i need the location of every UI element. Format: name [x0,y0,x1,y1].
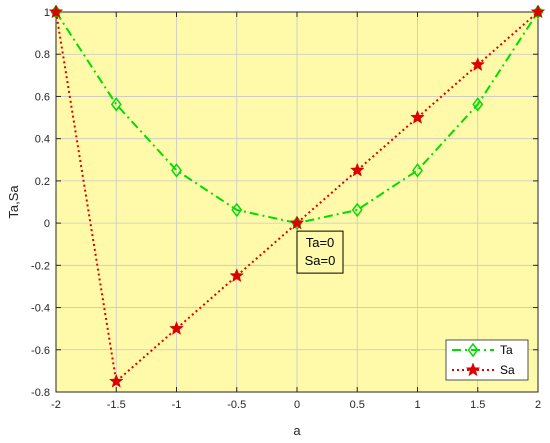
x-tick-label: 0 [294,399,300,411]
legend-label-ta: Ta [500,343,513,357]
x-tick-label: 1 [414,399,420,411]
series-line-sa [55,11,539,384]
y-tick-label: -0.2 [31,260,50,272]
data-point-sa [349,162,365,177]
data-point-sa [530,4,546,19]
data-point-sa [169,320,184,335]
data-point-sa [410,109,425,124]
annotation-frame [296,230,344,274]
x-tick-label: -1.5 [107,399,126,411]
y-tick-label: 0.2 [35,176,50,188]
y-tick-label: -0.4 [31,303,50,315]
data-point-sa [470,57,486,72]
data-point-ta [412,163,423,178]
data-point-sa [48,4,64,19]
series-ta [50,4,544,231]
legend-marker-ta [467,342,479,358]
data-point-ta [171,163,182,178]
axes-frame [55,11,539,393]
x-axis-label: a [293,423,301,438]
legend-marker-sa [465,362,481,377]
data-point-ta [231,202,243,218]
annotation-sa: Sa=0 [305,253,336,268]
x-tick-label: -2 [51,399,61,411]
series-sa [48,4,546,388]
data-point-ta [110,97,122,112]
data-point-ta [351,202,363,218]
y-tick-label: 0.6 [35,91,50,103]
data-point-sa [289,215,305,230]
legend-frame [445,339,529,381]
annotation-ta: Ta=0 [306,235,335,250]
y-tick-label: 0 [44,218,50,230]
y-tick-label: -0.6 [31,345,50,357]
y-tick-label: 1 [44,7,50,19]
x-tick-label: 2 [535,399,541,411]
data-point-sa [108,373,124,388]
series-line-ta [55,11,539,225]
x-tick-label: 0.5 [350,399,365,411]
data-point-sa [229,268,245,283]
x-tick-label: 1.5 [470,399,485,411]
y-tick-label: -0.8 [31,387,50,399]
y-axis-label: Ta,Sa [6,185,21,219]
x-tick-label: -1 [172,399,182,411]
y-tick-label: 0.8 [35,49,50,61]
legend: Ta Sa [445,339,529,381]
series-layer [48,4,546,388]
x-tick-label: -0.5 [227,399,246,411]
annotation-box: Ta=0 Sa=0 [296,230,344,274]
y-tick-label: 0.4 [35,134,50,146]
axes: -2 -1.5 -1 -0.5 0 0.5 1 1.5 2 -0.8 -0.6 -0.4 -0.2 0 0.… [31,7,541,411]
data-point-ta [472,97,484,112]
legend-label-sa: Sa [500,363,515,377]
